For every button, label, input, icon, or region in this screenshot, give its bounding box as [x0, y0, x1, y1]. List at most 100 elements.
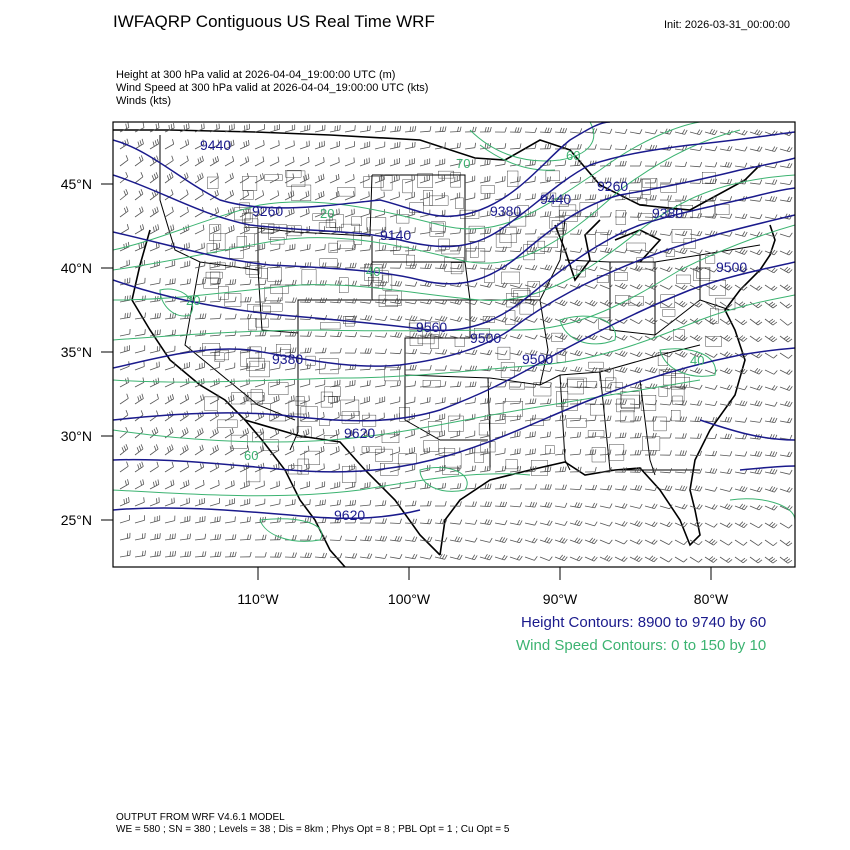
- height-label: 9500: [522, 351, 553, 367]
- wind-barb: [239, 516, 251, 524]
- wind-barb: [164, 533, 176, 541]
- wind-barb: [629, 283, 643, 290]
- wind-barb: [284, 173, 295, 184]
- wind-barb: [734, 266, 748, 273]
- wind-barb: [509, 431, 521, 439]
- wind-barb: [629, 212, 642, 218]
- wind-barb: [149, 278, 161, 286]
- wind-barb: [449, 158, 461, 167]
- wind-barb: [209, 296, 222, 303]
- wind-barb: [254, 190, 265, 201]
- wind-barb: [419, 349, 433, 355]
- wind-barb: [464, 315, 478, 323]
- wind-barb: [119, 532, 131, 541]
- wind-barb: [674, 318, 688, 325]
- wind-barb: [704, 335, 718, 342]
- wind-barb: [389, 446, 400, 456]
- wind-barb: [434, 381, 447, 388]
- wind-barb: [194, 444, 204, 456]
- wind-barb: [179, 533, 191, 541]
- wind-barb: [629, 351, 643, 357]
- wind-barb: [284, 207, 295, 218]
- wind-barb: [749, 384, 763, 391]
- wind-barb: [389, 518, 402, 524]
- wind-barb: [479, 447, 491, 456]
- wind-barb: [284, 190, 295, 201]
- wind-barb: [434, 332, 448, 339]
- wind-barb: [164, 172, 174, 184]
- height-label: 9260: [597, 178, 628, 194]
- wind-barb: [749, 146, 763, 152]
- wind-barb: [749, 284, 763, 291]
- wind-barb: [464, 158, 476, 167]
- wind-barb: [479, 246, 492, 252]
- wind-barb: [269, 190, 280, 201]
- wind-barb: [419, 413, 431, 422]
- wind-barb: [134, 427, 144, 439]
- wind-speed-contours: [113, 122, 795, 542]
- wind-barb: [659, 485, 673, 492]
- wind-barb: [224, 534, 237, 541]
- wind-barb: [389, 174, 400, 184]
- wind-barb: [764, 163, 778, 169]
- wind-barb: [269, 498, 281, 507]
- wind-barb: [269, 363, 281, 371]
- wind-barb: [719, 231, 733, 237]
- wind-barb: [119, 206, 129, 218]
- wind-barb: [374, 125, 386, 133]
- wind-barb: [299, 395, 310, 405]
- wind-barb: [374, 174, 385, 184]
- wind-barb: [674, 129, 688, 135]
- wind-barb: [194, 497, 205, 507]
- wind-barb: [644, 129, 658, 135]
- wind-barb: [494, 350, 508, 356]
- wind-barb: [449, 554, 463, 560]
- wind-barb: [704, 400, 718, 406]
- wind-barb: [734, 129, 748, 136]
- wind-barb: [149, 444, 159, 456]
- wind-barb: [179, 515, 191, 524]
- map-frame: [112, 121, 796, 568]
- wind-barb: [254, 279, 267, 286]
- wind-barb: [509, 519, 523, 526]
- wind-barb: [599, 229, 613, 236]
- wind-barb: [119, 155, 129, 167]
- wind-barb: [539, 501, 553, 508]
- wind-barb: [704, 301, 718, 308]
- wind-barb: [224, 394, 235, 405]
- wind-barb: [719, 178, 733, 185]
- wind-barb: [719, 283, 733, 291]
- wind-barb: [644, 317, 658, 325]
- wind-barb: [719, 486, 733, 492]
- height-label: 9500: [470, 330, 501, 346]
- wind-barb: [569, 502, 583, 509]
- wind-barb: [479, 192, 491, 201]
- wind-barb: [494, 127, 507, 133]
- wind-barb: [239, 172, 249, 184]
- wind-barb: [689, 265, 703, 273]
- wind-barb: [509, 350, 523, 356]
- wind-barb: [344, 429, 355, 439]
- wind-barb: [134, 172, 144, 184]
- wind-barb: [734, 318, 748, 326]
- subtitle-height: Height at 300 hPa valid at 2026-04-04_19…: [116, 69, 396, 81]
- wind-barb: [674, 334, 688, 342]
- wind-barb: [134, 345, 146, 354]
- wind-barb: [584, 383, 598, 389]
- footer-config: WE = 580 ; SN = 380 ; Levels = 38 ; Dis …: [116, 824, 510, 835]
- wind-barb: [584, 432, 597, 439]
- wind-barb: [209, 278, 222, 286]
- wind-barb: [149, 533, 161, 541]
- wind-barb: [224, 296, 237, 303]
- wind-barb: [209, 480, 220, 490]
- wind-barb: [404, 500, 417, 507]
- wind-barb: [539, 431, 551, 439]
- wind-barb: [284, 552, 297, 558]
- wind-barb: [689, 521, 703, 528]
- wind-barb: [239, 296, 252, 303]
- wind-barb: [134, 329, 146, 337]
- wind-barb: [119, 410, 129, 422]
- wind-barb: [494, 334, 508, 340]
- wind-barb: [374, 446, 385, 456]
- wind-barb: [359, 396, 370, 405]
